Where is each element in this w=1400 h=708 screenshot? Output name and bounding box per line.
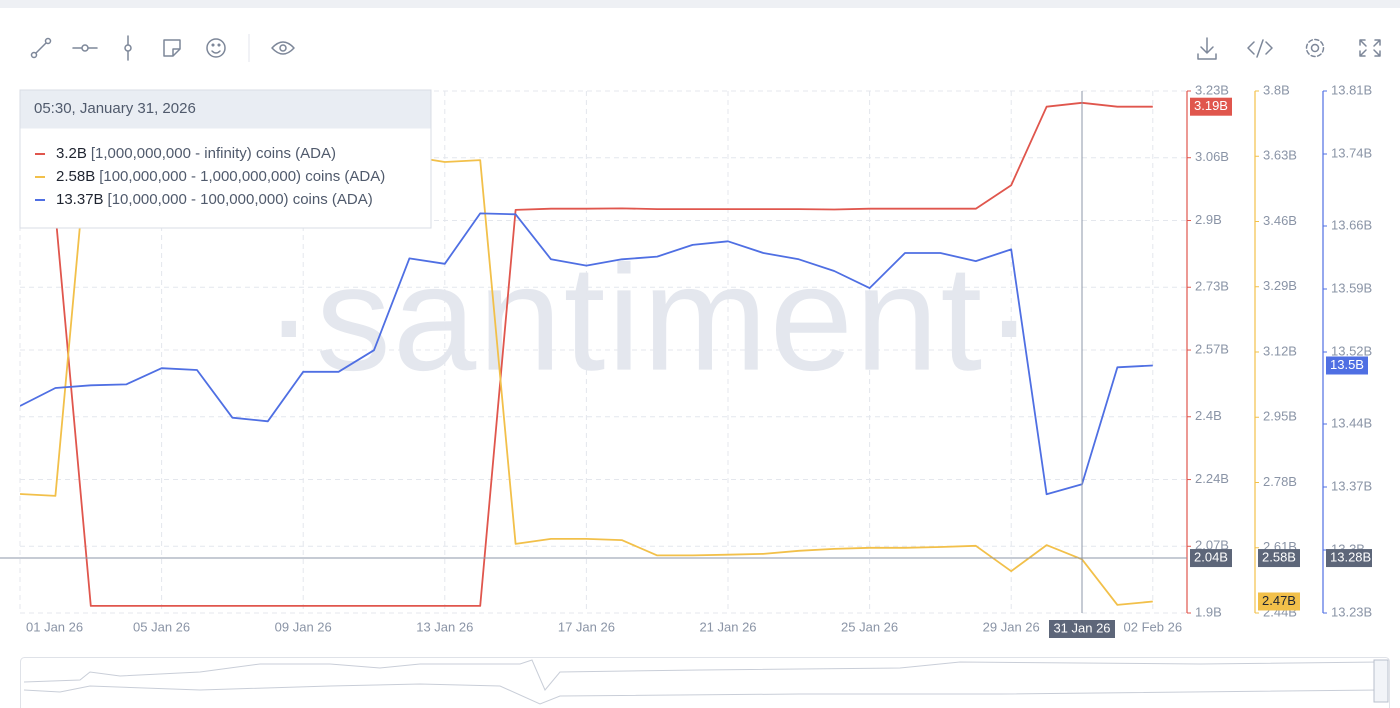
x-tick-label: 29 Jan 26 (983, 619, 1040, 634)
y-tick-label: 13.44B (1331, 415, 1372, 430)
y-tick-label: 2.95B (1263, 409, 1297, 424)
x-tick-label: 17 Jan 26 (558, 619, 615, 634)
watermark: ·santiment· (264, 234, 1036, 402)
x-tick-label: 02 Feb 26 (1124, 619, 1183, 634)
last-value-badge (1326, 356, 1368, 375)
navigator-frame (20, 657, 1390, 708)
trend-line-tool[interactable] (30, 37, 52, 59)
tooltip-entry: 2.58B [100,000,000 - 1,000,000,000) coins… (56, 168, 385, 185)
toolbar (30, 34, 1381, 62)
y-tick-label: 13.37B (1331, 478, 1372, 493)
y-tick-label: 2.4B (1195, 408, 1222, 423)
x-tick-label: 01 Jan 26 (26, 619, 83, 634)
background-layer: ·santiment· (264, 234, 1036, 402)
tooltip-series-name: [1,000,000,000 - infinity) coins (ADA) (91, 145, 336, 162)
tooltip-series-name: [100,000,000 - 1,000,000,000) coins (ADA… (99, 168, 385, 185)
tooltip-series-name: [10,000,000 - 100,000,000) coins (ADA) (108, 191, 373, 208)
navigator-line (23, 683, 1381, 705)
horizontal-line-tool[interactable] (72, 44, 98, 52)
y-tick-label: 13.81B (1331, 82, 1372, 97)
navigator (20, 657, 1390, 708)
y-tick-label: 13.66B (1331, 217, 1372, 232)
y-tick-label: 3.46B (1263, 213, 1297, 228)
crosshair-x-badge (1049, 620, 1115, 638)
crosshair-y-label: 2.58B (1262, 549, 1296, 564)
tooltip-value: 13.37B (56, 191, 104, 208)
crosshair-y-badge (1190, 549, 1232, 568)
x-tick-label: 13 Jan 26 (416, 619, 473, 634)
navigator-handle[interactable] (1373, 659, 1389, 703)
series-line (20, 212, 1153, 496)
y-tick-label: 2.57B (1195, 341, 1229, 356)
x-tick-label: 25 Jan 26 (841, 619, 898, 634)
note-tool[interactable] (163, 39, 181, 57)
download-button[interactable] (1197, 37, 1217, 60)
y-tick-label: 2.24B (1195, 471, 1229, 486)
tooltip: 05:30, January 31, 2026 3.2B [1,000,000,0… (19, 89, 432, 229)
y-tick-label: 3.63B (1263, 148, 1297, 163)
y-tick-label: 2.78B (1263, 474, 1297, 489)
crosshair-y-badge (1258, 549, 1300, 568)
tooltip-header (20, 90, 431, 129)
y-tick-label: 2.73B (1195, 279, 1229, 294)
y-tick-label: 1.9B (1195, 604, 1222, 619)
y-tick-label: 3.06B (1195, 149, 1229, 164)
y-tick-label: 13.23B (1331, 604, 1372, 619)
grid (19, 90, 1187, 614)
tooltip-entry: 3.2B [1,000,000,000 - infinity) coins (AD… (56, 145, 336, 162)
embed-button[interactable] (1247, 39, 1273, 58)
navigator-line (23, 659, 1381, 691)
y-tick-label: 3.8B (1263, 82, 1290, 97)
y-tick-label: 13.59B (1331, 280, 1372, 295)
crosshair-y-badge (1326, 549, 1372, 568)
y-tick-label: 2.9B (1195, 212, 1222, 227)
tooltip-entry: 13.37B [10,000,000 - 100,000,000) coins (… (56, 191, 373, 208)
axes: 01 Jan 26 05 Jan 26 09 Jan 26 13 Jan 26 17 J… (26, 82, 1372, 634)
x-tick-label: 09 Jan 26 (275, 619, 332, 634)
settings-button[interactable] (1305, 38, 1325, 58)
y-tick-label: 3.12B (1263, 343, 1297, 358)
last-value-badge (1258, 592, 1300, 611)
top-bar (0, 0, 1400, 8)
last-value-label: 3.19B (1194, 98, 1228, 113)
y-tick-label: 13.74B (1331, 145, 1372, 160)
fullscreen-button[interactable] (1359, 39, 1381, 57)
x-tick-label: 05 Jan 26 (133, 619, 190, 634)
tooltip-value: 2.58B (56, 168, 95, 185)
overlay: 05:30, January 31, 2026 3.2B [1,000,000,0… (0, 89, 1372, 638)
vertical-line-tool[interactable] (124, 35, 132, 61)
x-tick-label: 21 Jan 26 (699, 619, 756, 634)
series-line (20, 101, 1153, 607)
y-tick-label: 13.52B (1331, 343, 1372, 358)
last-value-label: 2.47B (1262, 593, 1296, 608)
visibility-tool[interactable] (271, 41, 295, 55)
y-tick-label: 3.29B (1263, 278, 1297, 293)
crosshair-y-label: 13.28B (1330, 549, 1371, 564)
emoji-tool[interactable] (206, 38, 226, 58)
y-tick-label: 2.07B (1195, 538, 1229, 553)
tooltip-title: 05:30, January 31, 2026 (34, 100, 196, 117)
crosshair-x-label: 31 Jan 26 (1053, 620, 1110, 635)
crosshair-y-label: 2.04B (1194, 549, 1228, 564)
last-value-badge (1190, 97, 1232, 116)
tooltip-value: 3.2B (56, 145, 87, 162)
last-value-label: 13.5B (1330, 357, 1364, 372)
y-tick-label: 3.23B (1195, 82, 1229, 97)
